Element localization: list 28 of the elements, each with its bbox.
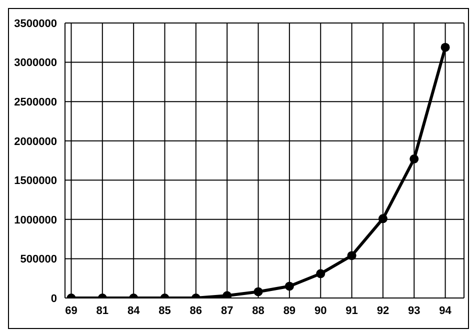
point bbox=[410, 154, 419, 164]
y-tick-label: 3500000 bbox=[14, 18, 57, 30]
y-tick-label: 3000000 bbox=[14, 57, 57, 70]
x-tick-label: 90 bbox=[314, 304, 327, 317]
x-tick-label: 84 bbox=[127, 304, 141, 317]
y-tick-label: 1500000 bbox=[14, 175, 57, 188]
x-tick-label: 91 bbox=[346, 304, 358, 317]
y-tick-label: 0 bbox=[50, 292, 57, 305]
x-tick-label: 89 bbox=[283, 304, 296, 317]
point bbox=[347, 251, 356, 260]
point bbox=[378, 214, 388, 224]
point bbox=[316, 269, 326, 278]
x-tick-label: 85 bbox=[158, 304, 171, 317]
y-tick-label: 2500000 bbox=[14, 96, 57, 108]
y-tick-label: 1000000 bbox=[14, 214, 57, 226]
x-tick-label: 93 bbox=[408, 304, 420, 317]
y-tick-label: 2000000 bbox=[14, 136, 57, 148]
x-tick-label: 81 bbox=[96, 304, 109, 317]
point bbox=[440, 42, 450, 52]
x-tick-label: 86 bbox=[190, 304, 202, 317]
x-tick-label: 87 bbox=[220, 304, 234, 317]
x-tick-label: 94 bbox=[439, 304, 452, 317]
point bbox=[284, 282, 294, 291]
point bbox=[254, 287, 263, 296]
y-tick-label: 500000 bbox=[20, 254, 57, 266]
x-tick-label: 88 bbox=[252, 304, 264, 317]
x-tick-label: 69 bbox=[65, 304, 78, 317]
x-tick-label: 92 bbox=[376, 304, 390, 317]
